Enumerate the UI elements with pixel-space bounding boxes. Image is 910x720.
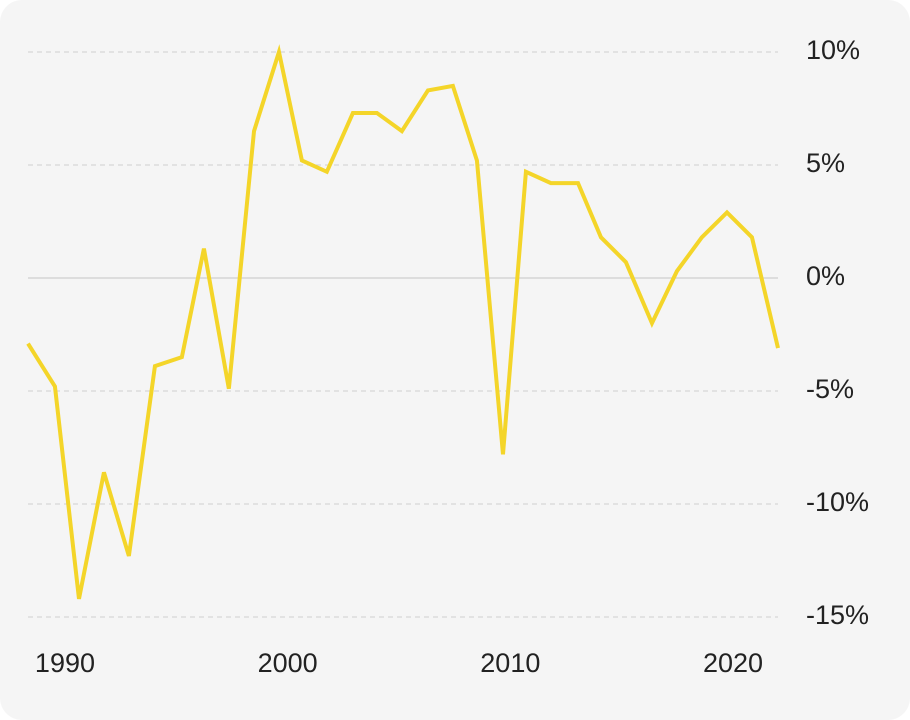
- y-tick-label: -10%: [806, 487, 869, 517]
- y-tick-label: -15%: [806, 600, 869, 630]
- x-tick-label: 2020: [703, 648, 763, 678]
- y-tick-label: 10%: [806, 35, 860, 65]
- x-tick-label: 2000: [258, 648, 318, 678]
- x-tick-label: 2010: [480, 648, 540, 678]
- line: [26, 44, 780, 600]
- y-tick-label: -5%: [806, 374, 854, 404]
- x-tick-label: 1990: [35, 648, 95, 678]
- y-tick-label: 0%: [806, 261, 845, 291]
- y-tick-label: 5%: [806, 148, 845, 178]
